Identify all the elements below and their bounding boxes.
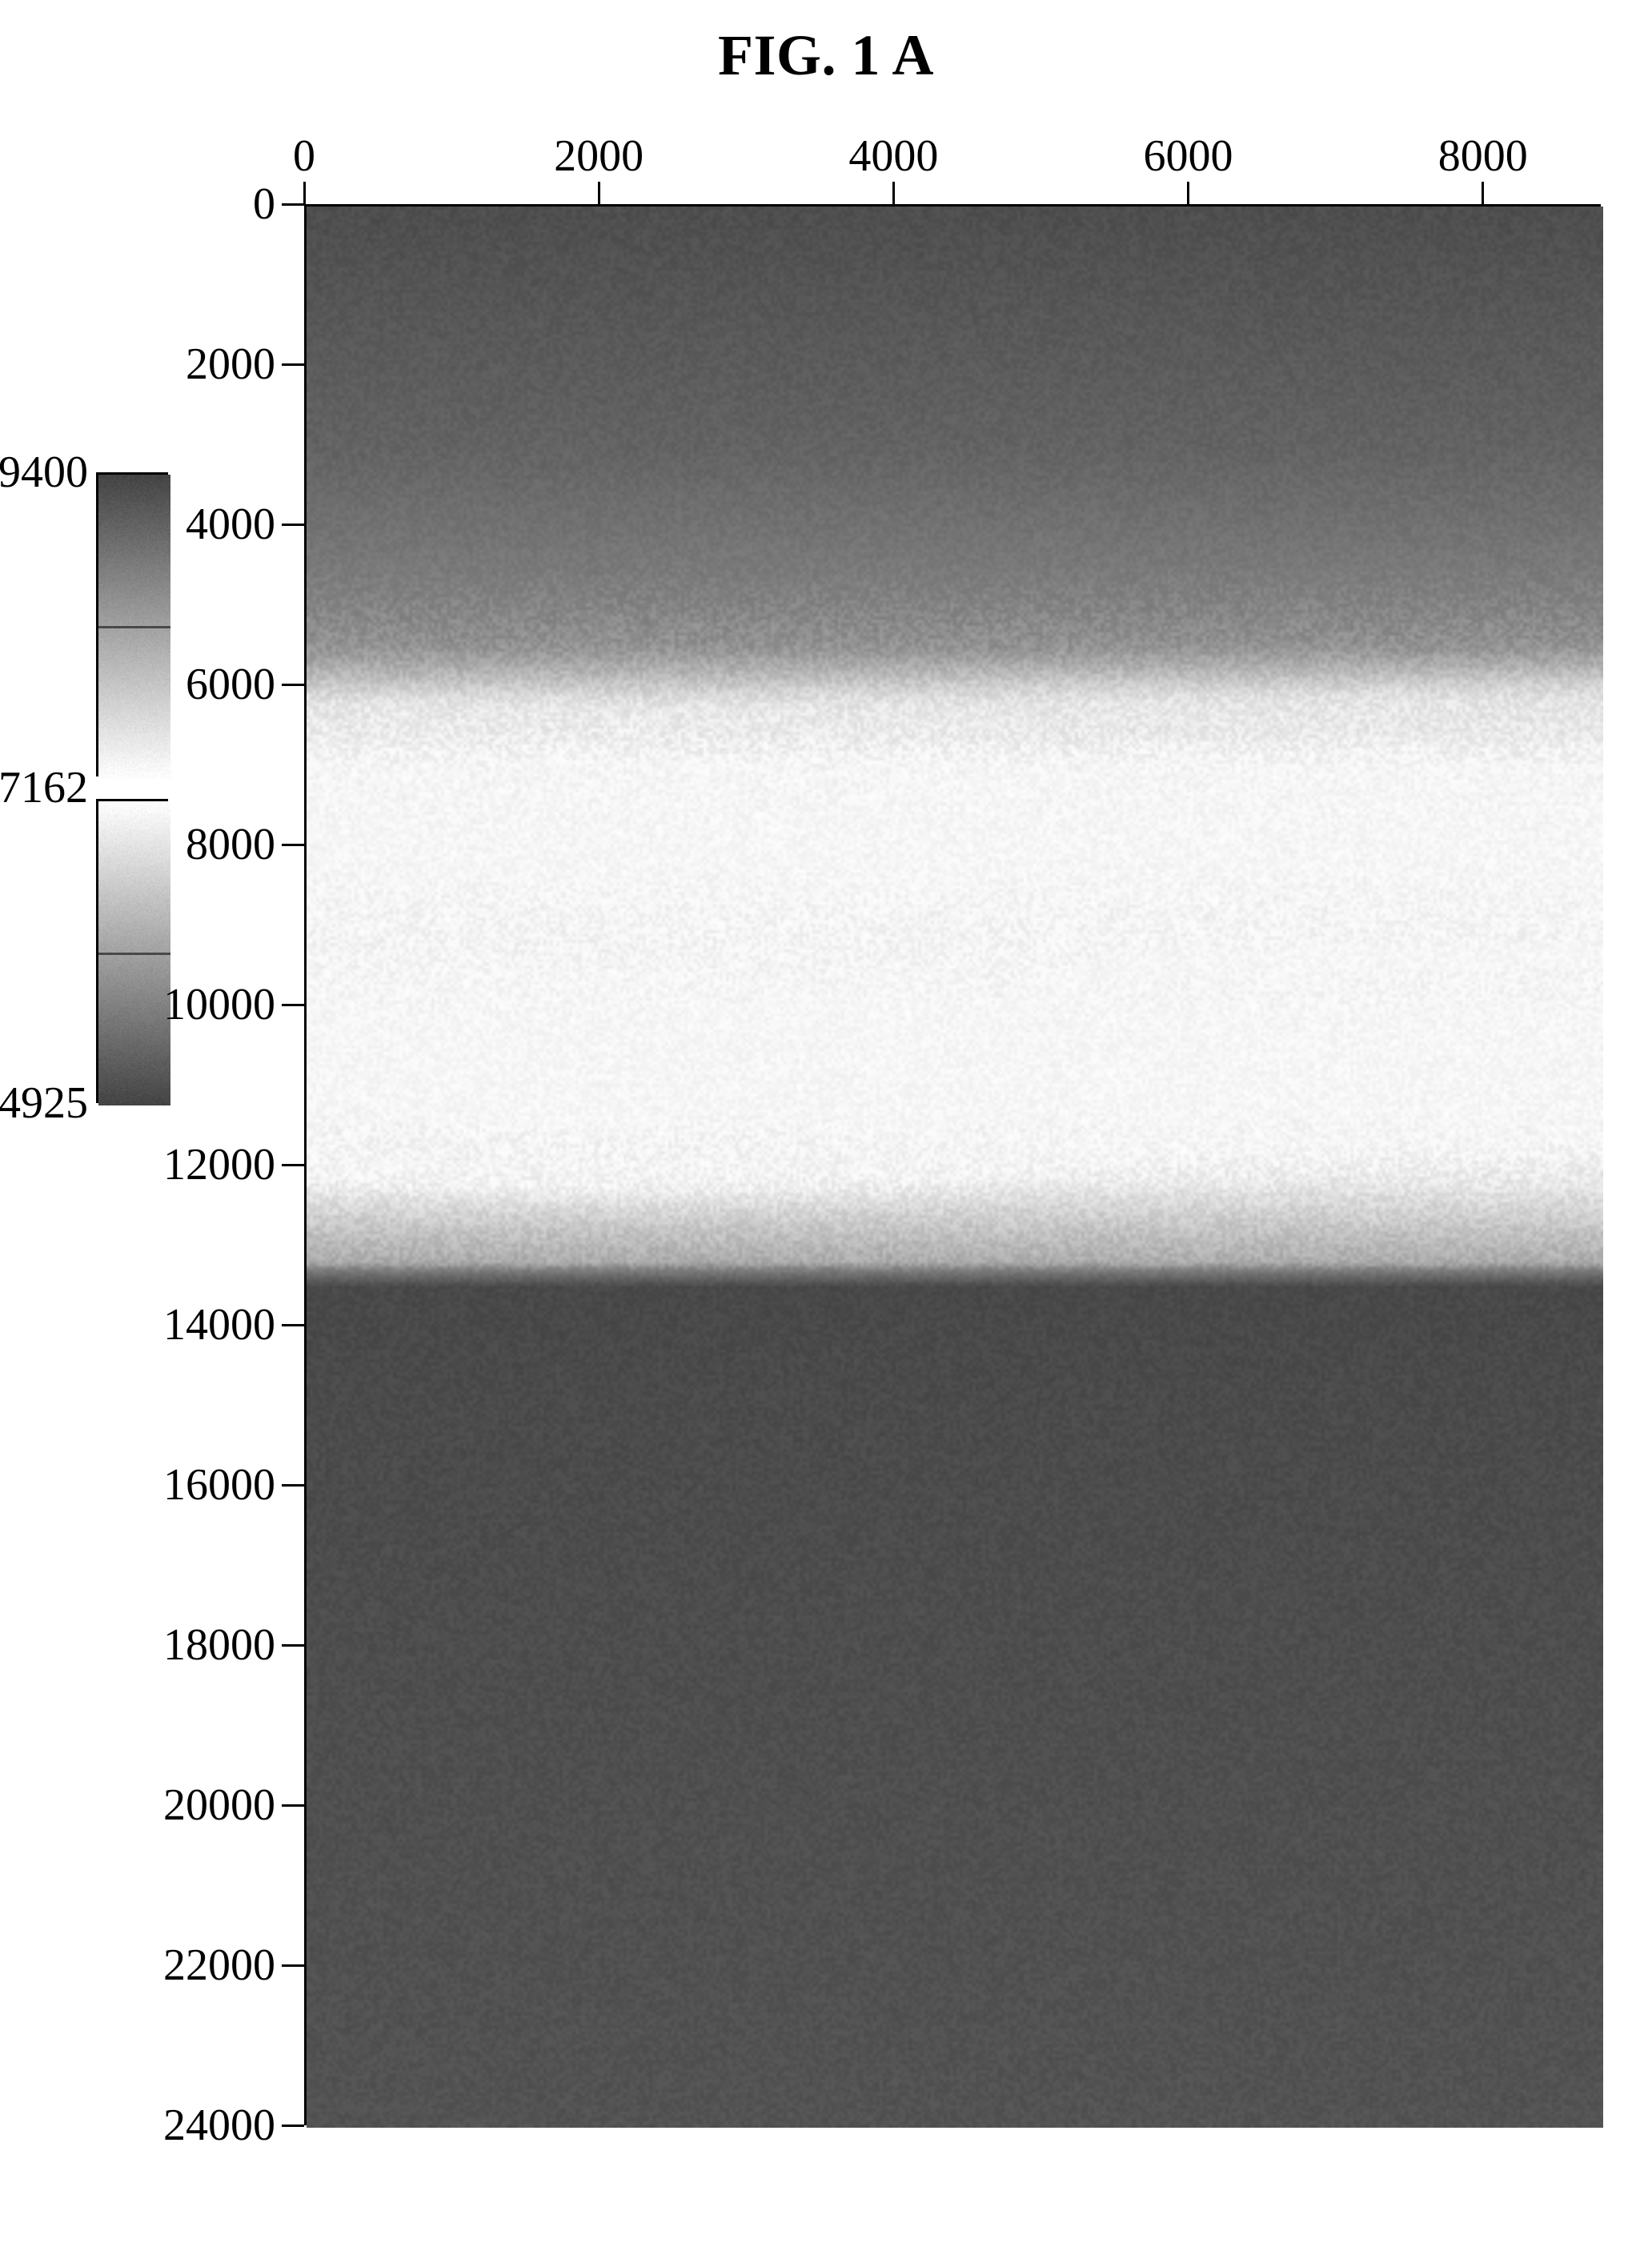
- colorbar-mid-tick: [98, 953, 170, 955]
- y-tick: [282, 2125, 304, 2127]
- x-tick-label: 8000: [1438, 130, 1528, 182]
- colorbar-mid-tick: [98, 626, 170, 628]
- y-tick-label: 6000: [186, 659, 275, 710]
- x-tick: [892, 182, 895, 204]
- y-tick-label: 18000: [163, 1619, 275, 1671]
- x-tick: [303, 182, 306, 204]
- y-tick-label: 14000: [163, 1299, 275, 1350]
- y-tick: [282, 203, 304, 206]
- y-tick: [282, 524, 304, 526]
- colorbar: [96, 472, 168, 1103]
- y-tick-label: 24000: [163, 2100, 275, 2151]
- y-tick: [282, 844, 304, 846]
- colorbar-lower: [96, 799, 168, 1103]
- y-tick-label: 0: [253, 179, 275, 230]
- y-tick: [282, 363, 304, 366]
- colorbar-label: 4925: [0, 1077, 88, 1129]
- y-tick-label: 4000: [186, 499, 275, 550]
- x-tick: [598, 182, 600, 204]
- y-tick-label: 16000: [163, 1459, 275, 1511]
- y-tick: [282, 1644, 304, 1647]
- y-tick: [282, 1804, 304, 1807]
- x-tick-label: 6000: [1144, 130, 1233, 182]
- heatmap-canvas: [307, 207, 1603, 2128]
- x-tick: [1482, 182, 1484, 204]
- y-tick: [282, 1324, 304, 1326]
- y-tick-label: 8000: [186, 819, 275, 870]
- x-tick-label: 0: [293, 130, 315, 182]
- y-tick-label: 20000: [163, 1780, 275, 1831]
- colorbar-label: 9400: [0, 447, 88, 498]
- figure-page: FIG. 1 A 0 2000 4000 6000 8000 0 2000 4000 6000 8…: [0, 0, 1652, 2259]
- y-tick: [282, 1164, 304, 1166]
- x-tick-label: 4000: [848, 130, 938, 182]
- x-tick-label: 2000: [554, 130, 644, 182]
- y-tick-label: 22000: [163, 1940, 275, 1991]
- colorbar-label: 7162: [0, 762, 88, 813]
- y-tick-label: 10000: [163, 979, 275, 1030]
- x-tick: [1187, 182, 1189, 204]
- y-tick: [282, 684, 304, 686]
- y-tick: [282, 1004, 304, 1006]
- y-tick-label: 2000: [186, 339, 275, 390]
- y-tick-label: 12000: [163, 1139, 275, 1190]
- figure-title: FIG. 1 A: [0, 22, 1652, 89]
- y-tick: [282, 1484, 304, 1487]
- colorbar-upper: [96, 472, 168, 776]
- y-tick: [282, 1964, 304, 1967]
- heatmap-plot: [304, 204, 1601, 2125]
